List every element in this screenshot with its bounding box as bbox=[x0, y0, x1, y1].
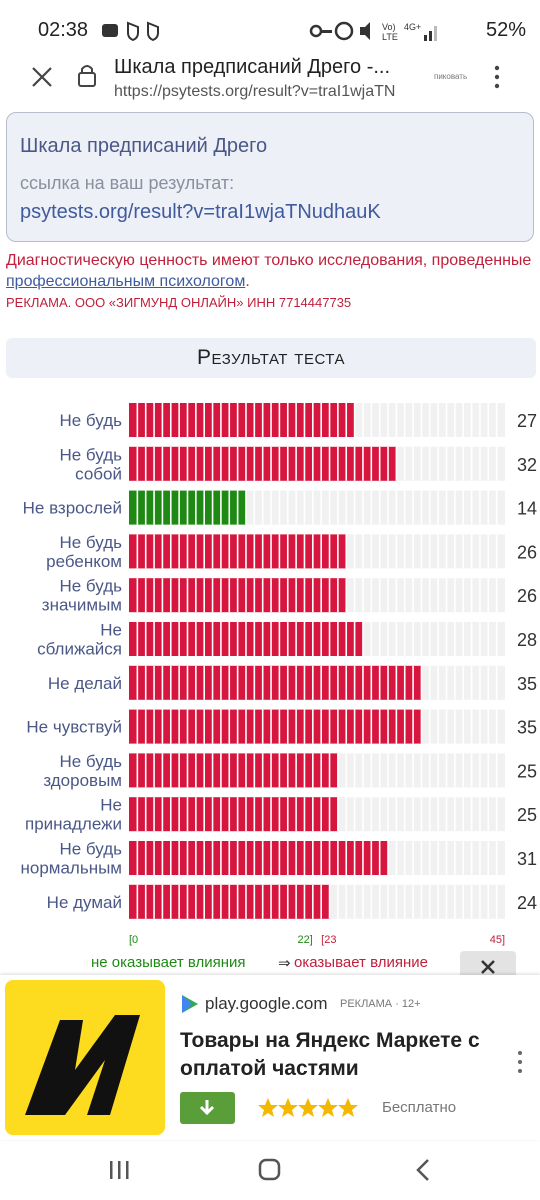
page-url[interactable]: https://psytests.org/result?v=traI1wjaTN bbox=[114, 83, 396, 100]
value-label: 25 bbox=[517, 805, 537, 825]
category-label: Не принадлежи bbox=[25, 796, 122, 834]
recent-apps-button[interactable] bbox=[110, 1161, 129, 1179]
value-label: 31 bbox=[517, 849, 537, 869]
ad-install-and-rating[interactable] bbox=[180, 1092, 370, 1124]
x-tick-label: [0 bbox=[129, 934, 138, 946]
status-icons bbox=[102, 21, 159, 42]
ad-label: РЕКЛАМА · 12+ bbox=[340, 998, 421, 1010]
status-indicators: Vo)LTE 4G+ bbox=[309, 21, 437, 42]
svg-text:LTE: LTE bbox=[382, 32, 398, 42]
bar bbox=[129, 753, 338, 788]
value-label: 32 bbox=[517, 455, 537, 475]
back-button[interactable] bbox=[416, 1159, 429, 1181]
ad-price: Бесплатно bbox=[382, 1099, 457, 1116]
clock: 02:38 bbox=[38, 19, 89, 41]
category-label: Не чувствуй bbox=[26, 718, 122, 737]
battery: 52% bbox=[485, 19, 526, 41]
close-tab-button[interactable] bbox=[30, 65, 54, 89]
notice-end: . bbox=[245, 273, 250, 290]
bar bbox=[129, 797, 338, 832]
ad-menu[interactable] bbox=[515, 1049, 525, 1075]
value-label: 14 bbox=[517, 499, 537, 519]
share-text[interactable]: пиковать bbox=[434, 72, 468, 81]
category-label: Не будь собой bbox=[59, 445, 122, 483]
category-label: Не будь bbox=[59, 411, 122, 430]
play-icon bbox=[182, 995, 198, 1013]
link-caption: ссылка на ваш результат: bbox=[20, 173, 235, 193]
category-label: Не будь значимым bbox=[42, 577, 122, 615]
value-label: 24 bbox=[517, 893, 537, 913]
status-bar: 02:38 Vo) LTE 4G+ 52% bbox=[0, 0, 540, 58]
category-label: Не будь ребенком bbox=[46, 533, 122, 571]
page-title: Шкала предписаний Дрего -... bbox=[114, 56, 391, 78]
category-label: Не сближайся bbox=[37, 621, 122, 659]
browser-bar: Шкала предписаний Дрего -... https://psy… bbox=[0, 50, 540, 106]
menu-button[interactable] bbox=[492, 64, 502, 90]
bar bbox=[129, 709, 422, 744]
ad-notice: РЕКЛАМА. ООО «ЗИГМУНД ОНЛАЙН» ИНН 771444… bbox=[6, 295, 352, 310]
x-tick-label: 45] bbox=[490, 934, 505, 946]
legend-arrow: ⇒ bbox=[278, 955, 291, 972]
ad-domain: play.google.com bbox=[205, 994, 328, 1013]
bar bbox=[129, 403, 355, 437]
category-label: Не думай bbox=[47, 893, 122, 912]
value-label: 25 bbox=[517, 761, 537, 781]
test-title: Шкала предписаний Дрего bbox=[20, 135, 268, 157]
value-label: 35 bbox=[517, 718, 537, 738]
value-label: 27 bbox=[517, 411, 537, 431]
legend-effect: оказывает влияние bbox=[294, 954, 428, 971]
value-label: 26 bbox=[517, 586, 537, 606]
category-label: Не взрослей bbox=[23, 499, 122, 518]
x-tick-label: 22] bbox=[298, 934, 313, 946]
ad-title: Товары на Яндекс Маркете с оплатой частя… bbox=[180, 1029, 480, 1080]
home-button[interactable] bbox=[258, 1158, 281, 1181]
category-label: Не будь здоровым bbox=[43, 752, 122, 790]
legend-no-effect: не оказывает влияния bbox=[91, 954, 246, 971]
bar bbox=[129, 665, 422, 700]
x-tick-label: [23 bbox=[321, 934, 336, 946]
notice-link[interactable]: профессиональным психологом bbox=[6, 273, 246, 290]
value-label: 28 bbox=[517, 630, 537, 650]
result-card: Шкала предписаний Дрего ссылка на ваш ре… bbox=[6, 112, 534, 242]
svg-text:Vo): Vo) bbox=[382, 22, 396, 32]
category-label: Не будь нормальным bbox=[20, 840, 122, 878]
category-label: Не делай bbox=[48, 674, 122, 693]
section-header: Результат теста bbox=[6, 338, 536, 378]
nav-bar bbox=[110, 1158, 429, 1181]
notice: Диагностическую ценность имеют только ис… bbox=[6, 250, 532, 292]
ad-banner[interactable]: play.google.com РЕКЛАМА · 12+ Товары на … bbox=[0, 975, 540, 1140]
svg-text:4G+: 4G+ bbox=[404, 22, 421, 32]
lock-icon[interactable] bbox=[76, 62, 98, 90]
bar bbox=[129, 841, 389, 875]
notice-text: Диагностическую ценность имеют только ис… bbox=[6, 252, 532, 269]
result-chart: Не будь 27 Не будь собой 32 Не взрослей 14 Не б… bbox=[20, 403, 537, 946]
value-label: 35 bbox=[517, 674, 537, 694]
value-label: 26 bbox=[517, 542, 537, 562]
result-link[interactable]: psytests.org/result?v=traI1wjaTNudhauK bbox=[20, 201, 381, 223]
ad-logo bbox=[5, 980, 165, 1135]
